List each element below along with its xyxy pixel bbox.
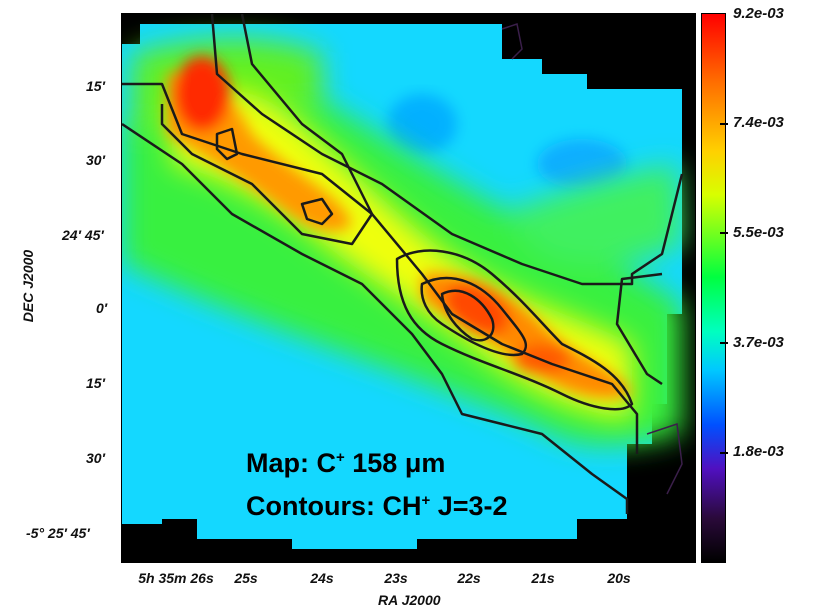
y-tick-label: 30′ — [86, 450, 105, 466]
x-tick-label: 24s — [310, 570, 334, 586]
x-tick-label: 23s — [384, 570, 408, 586]
map-legend-text: Map: C+ 158 μm Contours: CH+ J=3-2 — [246, 439, 508, 525]
x-tick-label: 5h 35m 26s — [138, 570, 214, 586]
y-tick-label: -5° 25′ 45′ — [26, 525, 90, 541]
contour-lines — [122, 14, 684, 514]
colorbar-tick — [720, 452, 728, 454]
legend-line-map: Map: C+ 158 μm — [246, 448, 446, 478]
colorbar-label: 9.2e-03 — [733, 5, 784, 22]
colorbar-label: 3.7e-03 — [733, 334, 784, 351]
colorbar-tick — [720, 342, 728, 344]
intensity-map — [122, 14, 695, 562]
x-tick-label: 20s — [607, 570, 631, 586]
x-tick-label: 25s — [234, 570, 258, 586]
y-tick-label: 24′ 45′ — [62, 227, 104, 243]
y-axis-title: DEC J2000 — [20, 249, 37, 323]
map-plot-area: Map: C+ 158 μm Contours: CH+ J=3-2 — [121, 13, 696, 563]
colorbar-tick — [720, 123, 728, 125]
colorbar — [701, 13, 726, 563]
x-tick-label: 21s — [531, 570, 555, 586]
colorbar-label: 5.5e-03 — [733, 224, 784, 241]
y-tick-label: 15′ — [86, 78, 105, 94]
legend-line-contours: Contours: CH+ J=3-2 — [246, 491, 508, 521]
y-tick-label: 30′ — [86, 152, 105, 168]
colorbar-tick — [720, 232, 728, 234]
x-tick-label: 22s — [457, 570, 481, 586]
y-tick-label: 0′ — [96, 300, 108, 316]
colorbar-label: 7.4e-03 — [733, 114, 784, 131]
colorbar-label: 1.8e-03 — [733, 443, 784, 460]
x-axis-title: RA J2000 — [378, 592, 441, 608]
y-tick-label: 15′ — [86, 375, 105, 391]
